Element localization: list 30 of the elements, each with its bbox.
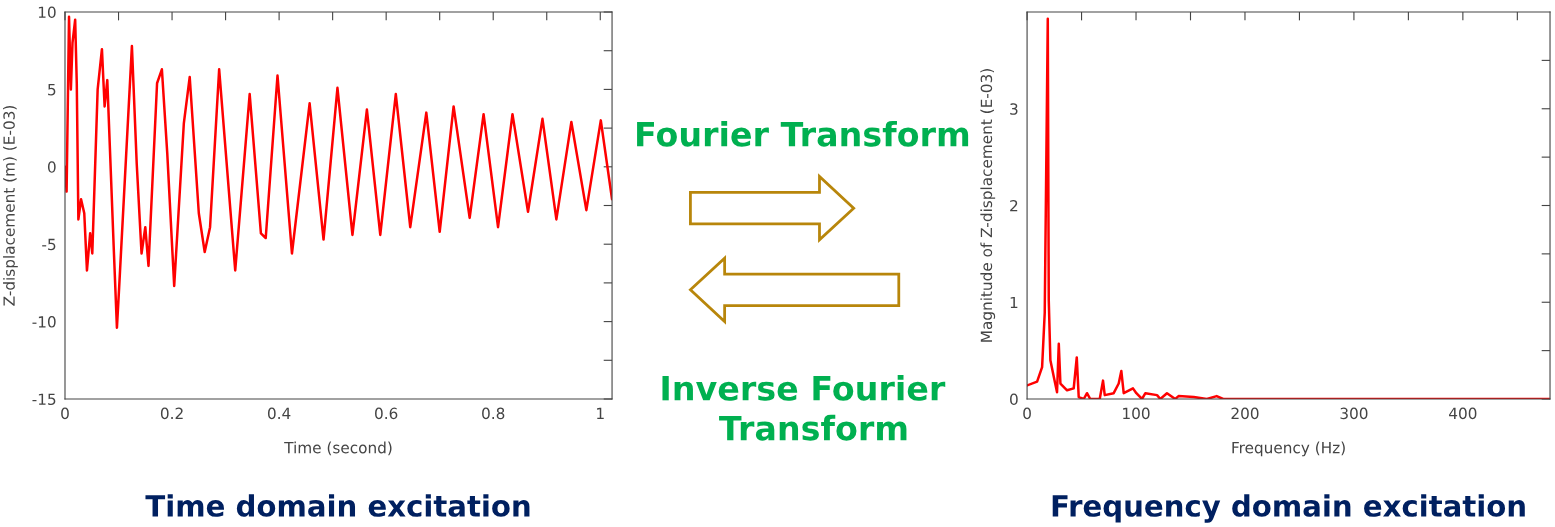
x-tick-label: 400 <box>1449 407 1477 420</box>
y-tick-label: -5 <box>42 238 56 251</box>
text: Fourier Transform <box>637 120 969 147</box>
x-tick-label: 0 <box>61 407 69 420</box>
x-tick-label: 300 <box>1340 407 1368 420</box>
x-axis-title: Frequency (Hz) <box>1232 441 1345 457</box>
text: Frequency domain excitation <box>1052 494 1525 523</box>
x-tick-label: 0 <box>1023 407 1031 420</box>
y-tick-label: 1 <box>1010 296 1018 309</box>
y-axis-title: Z-displacement (m) (E-03) <box>3 105 18 306</box>
x-axis-title: Time (second) <box>284 441 392 456</box>
y-tick-label: 10 <box>38 6 56 19</box>
y-tick-label: 5 <box>48 84 56 96</box>
x-tick-label: 1 <box>597 407 604 419</box>
y-tick-label: 2 <box>1010 199 1018 212</box>
x-tick-label: 0.4 <box>267 407 291 420</box>
x-tick-label: 0.6 <box>375 407 398 420</box>
y-tick-label: -15 <box>32 393 56 406</box>
y-tick-label: 0 <box>1010 393 1018 406</box>
line-series <box>65 15 613 330</box>
x-tick-label: 200 <box>1231 407 1259 420</box>
y-tick-label: 0 <box>47 161 56 173</box>
text: Time domain excitation <box>145 494 530 517</box>
x-tick-label: 100 <box>1123 407 1150 420</box>
y-tick-label: -10 <box>32 316 56 328</box>
y-axis-title: Magnitude of Z-displacement (E-03) <box>980 69 996 342</box>
x-tick-label: 0.8 <box>482 407 505 420</box>
y-tick-label: 3 <box>1010 103 1018 115</box>
text: Inverse Fourier Transform <box>662 375 946 441</box>
x-tick-label: 0.2 <box>160 407 183 420</box>
